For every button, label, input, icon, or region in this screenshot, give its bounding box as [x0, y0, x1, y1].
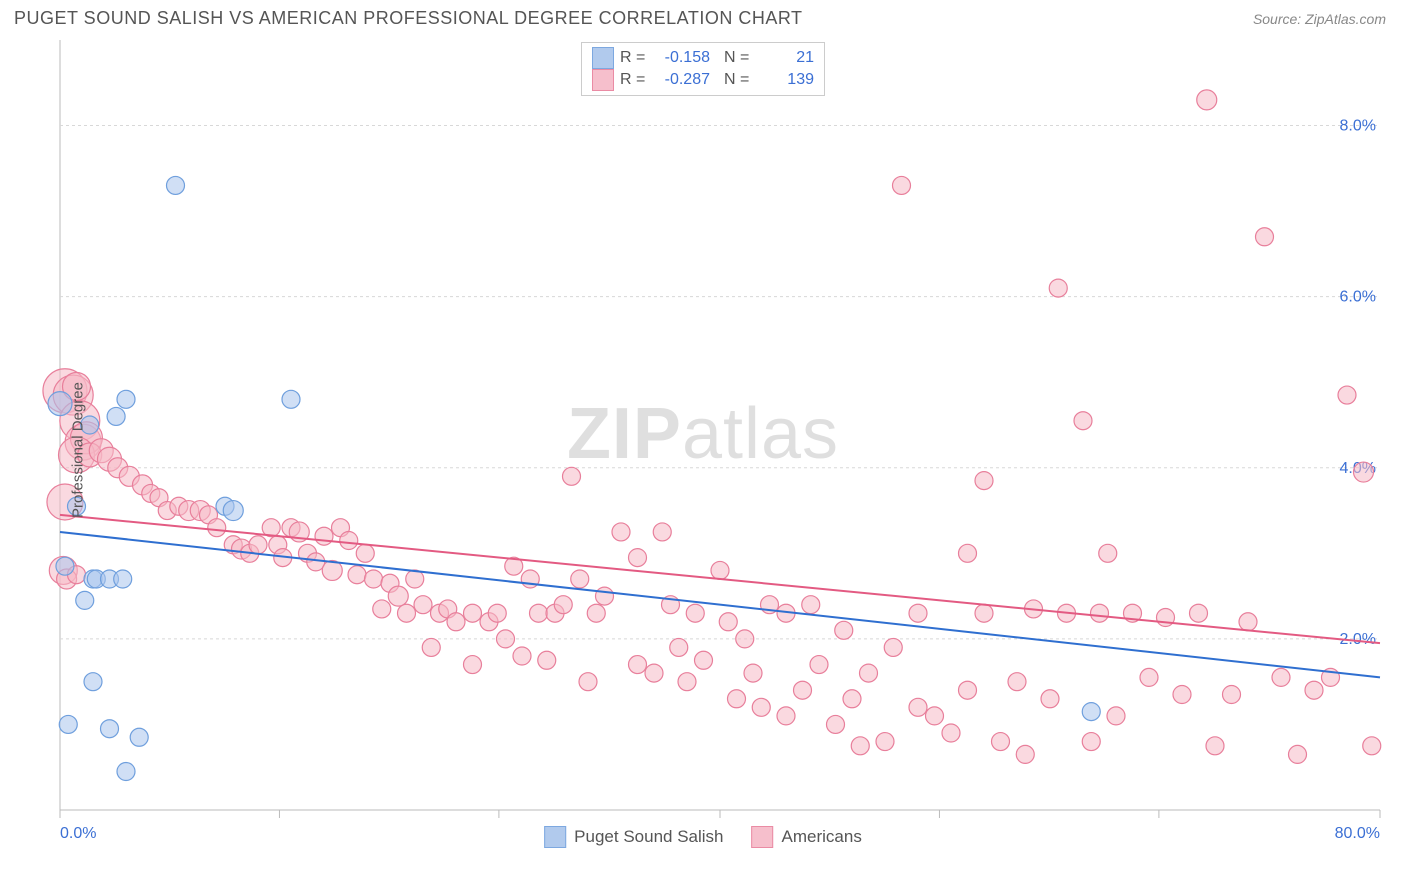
chart-title: PUGET SOUND SALISH VS AMERICAN PROFESSIO… — [14, 8, 803, 29]
legend-stats: R = -0.158 N = 21 R = -0.287 N = 139 — [581, 42, 825, 96]
swatch-icon — [592, 47, 614, 69]
r-value: -0.158 — [656, 47, 710, 69]
legend-label: Puget Sound Salish — [574, 827, 723, 847]
legend-stats-row-americans: R = -0.287 N = 139 — [592, 69, 814, 91]
r-value: -0.287 — [656, 69, 710, 91]
r-label: R = — [620, 69, 650, 91]
chart-container: Professional Degree ZIPatlas 2.0%4.0%6.0… — [14, 40, 1392, 860]
swatch-icon — [544, 826, 566, 848]
n-label: N = — [724, 47, 754, 69]
r-label: R = — [620, 47, 650, 69]
svg-text:80.0%: 80.0% — [1335, 825, 1380, 842]
svg-text:6.0%: 6.0% — [1340, 289, 1376, 306]
swatch-icon — [592, 69, 614, 91]
legend-item-salish: Puget Sound Salish — [544, 826, 723, 848]
swatch-icon — [752, 826, 774, 848]
legend-series: Puget Sound Salish Americans — [544, 826, 862, 848]
legend-item-americans: Americans — [752, 826, 862, 848]
legend-stats-row-salish: R = -0.158 N = 21 — [592, 47, 814, 69]
n-value: 139 — [760, 69, 814, 91]
scatter-chart: 2.0%4.0%6.0%8.0%0.0%80.0% — [14, 40, 1392, 860]
svg-text:8.0%: 8.0% — [1340, 118, 1376, 135]
svg-text:0.0%: 0.0% — [60, 825, 96, 842]
legend-label: Americans — [782, 827, 862, 847]
source-credit: Source: ZipAtlas.com — [1253, 11, 1386, 27]
n-label: N = — [724, 69, 754, 91]
y-axis-label: Professional Degree — [69, 382, 86, 518]
n-value: 21 — [760, 47, 814, 69]
